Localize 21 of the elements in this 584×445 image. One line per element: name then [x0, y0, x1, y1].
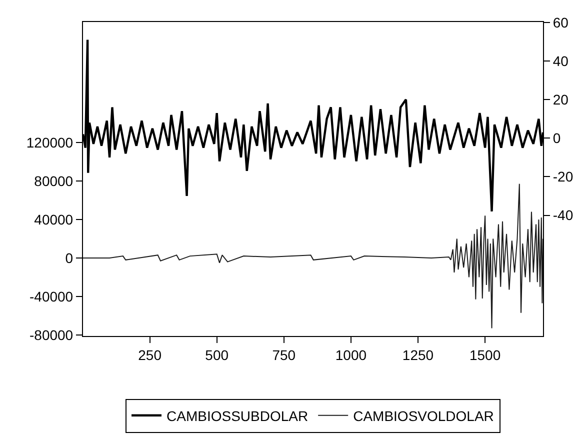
legend-label: CAMBIOSSUBDOLAR — [166, 408, 308, 424]
y2-tick-label: -20 — [552, 168, 574, 185]
legend-label: CAMBIOSVOLDOLAR — [353, 408, 494, 424]
x-tick-label: 750 — [272, 346, 296, 363]
y2-tick-label: 60 — [552, 14, 569, 30]
y2-tick-label: 40 — [552, 52, 569, 69]
x-tick-label: 1250 — [402, 346, 434, 363]
y-tick-label: 40000 — [34, 211, 74, 228]
y-tick-label: -40000 — [30, 288, 74, 304]
x-tick-label: 500 — [205, 346, 229, 363]
x-tick-label: 1000 — [335, 346, 367, 363]
y-tick-label: -80000 — [30, 326, 74, 343]
y-tick-label: 80000 — [34, 172, 74, 189]
line-series — [83, 183, 543, 329]
y2-tick-label: 0 — [552, 130, 561, 146]
y-tick-label: 0 — [65, 250, 74, 266]
x-tick-label: 250 — [138, 346, 162, 363]
y2-tick-label: 20 — [552, 91, 569, 108]
x-tick-label: 1500 — [469, 346, 501, 363]
y2-tick-label: -40 — [552, 207, 574, 224]
y-tick-label: 120000 — [26, 134, 74, 150]
